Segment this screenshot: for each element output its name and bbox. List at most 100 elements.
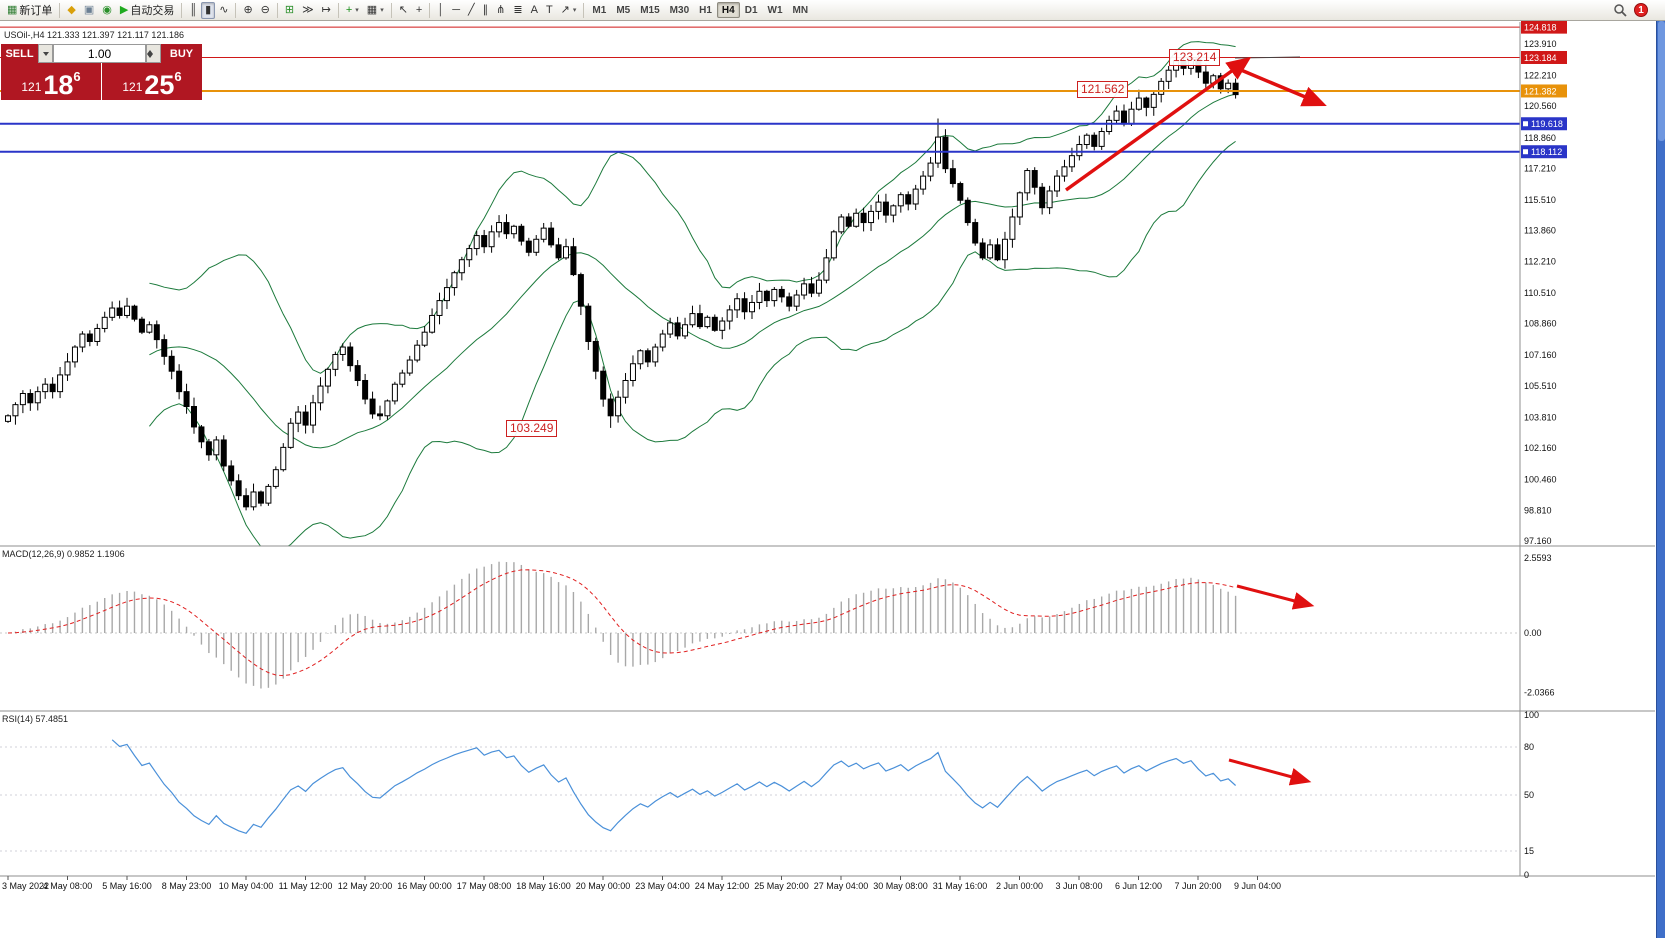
timeframe-w1[interactable]: W1 (767, 4, 783, 16)
sell-options-dropdown[interactable] (38, 44, 53, 63)
text-icon: A (530, 3, 538, 16)
timeframe-h1[interactable]: H1 (699, 4, 712, 16)
buy-price-main: 25 (144, 70, 175, 101)
toolbar-separator (235, 2, 237, 18)
svg-text:31 May 16:00: 31 May 16:00 (933, 881, 988, 891)
toolbar-separator (429, 2, 431, 18)
toolbar: ▦ 新订单 ◆ ▣ ◉ ▶ 自动交易 ║ ▮ ∿ ⊕ ⊖ ⊞ ≫ ↦ + ▾ ▦ ▾ ↖ + │ ─ ╱ ∥ ⋔ ≣ A T ↗ ▾ M1 M… (0, 0, 1665, 21)
toolbar-separator (390, 2, 392, 18)
search-icon[interactable] (1612, 2, 1628, 18)
svg-text:97.160: 97.160 (1524, 536, 1552, 546)
sell-button[interactable]: SELL (1, 44, 38, 63)
svg-text:12 May 20:00: 12 May 20:00 (338, 881, 393, 891)
svg-text:2.5593: 2.5593 (1524, 553, 1552, 563)
trendline-button[interactable]: ╱ (464, 2, 479, 19)
svg-text:113.860: 113.860 (1524, 226, 1556, 236)
price-annotation-mid[interactable]: 121.562 (1077, 81, 1129, 98)
vertical-scrollbar[interactable] (1656, 21, 1665, 938)
pitchfork-button[interactable]: ⋔ (492, 2, 509, 19)
caret-down-icon: ▾ (572, 7, 577, 14)
label-button[interactable]: T (542, 2, 557, 19)
axis-layer: 123.910 122.210 120.560 118.860 117.210 115.5… (0, 20, 1655, 891)
horizontal-line-button[interactable]: ─ (448, 2, 464, 19)
cursor-button[interactable]: ↖ (395, 2, 412, 19)
timeframe-mn[interactable]: MN (792, 4, 809, 16)
text-button[interactable]: A (527, 2, 542, 19)
buy-price-button[interactable]: 121 25 6 (102, 63, 202, 100)
svg-text:123.910: 123.910 (1524, 39, 1557, 49)
templates-button[interactable]: ▦ ▾ (363, 2, 388, 19)
templates-icon: ▦ (366, 3, 378, 16)
scrollbar-thumb[interactable] (1658, 21, 1665, 141)
svg-text:6 Jun 12:00: 6 Jun 12:00 (1115, 881, 1162, 891)
price-annotation-low[interactable]: 103.249 (506, 420, 558, 437)
one-click-trading-panel: SELL BUY 121 18 6 121 25 6 (1, 44, 202, 100)
indicators-button[interactable]: + ▾ (342, 2, 363, 19)
candlestick-chart-button[interactable]: ▮ (201, 1, 216, 19)
svg-text:16 May 00:00: 16 May 00:00 (397, 881, 452, 891)
svg-text:120.560: 120.560 (1524, 101, 1557, 111)
svg-text:105.510: 105.510 (1524, 381, 1557, 391)
zoom-out-icon: ⊖ (260, 3, 270, 16)
auto-trading-button[interactable]: ▶ 自动交易 (116, 2, 178, 19)
timeframe-m15[interactable]: M15 (640, 4, 660, 16)
new-order-icon: ▦ (7, 3, 18, 16)
new-order-button[interactable]: ▦ 新订单 (3, 2, 56, 19)
toolbar-tools: ▦ 新订单 ◆ ▣ ◉ ▶ 自动交易 ║ ▮ ∿ ⊕ ⊖ ⊞ ≫ ↦ + ▾ ▦ ▾ ↖ + │ ─ ╱ ∥ ⋔ ≣ A T ↗ ▾ (3, 1, 587, 19)
codebase-button[interactable]: ▣ (80, 2, 98, 19)
svg-text:112.210: 112.210 (1524, 256, 1556, 266)
caret-down-icon: ▾ (355, 7, 359, 14)
svg-text:24 May 12:00: 24 May 12:00 (695, 881, 750, 891)
chart-shift-button[interactable]: ↦ (318, 2, 335, 19)
arrows-button[interactable]: ↗ ▾ (557, 2, 581, 19)
candlestick-chart-icon: ▮ (205, 3, 212, 16)
tile-windows-button[interactable]: ⊞ (281, 2, 298, 19)
timeframe-m1[interactable]: M1 (592, 4, 607, 16)
svg-text:23 May 04:00: 23 May 04:00 (635, 881, 690, 891)
auto-trading-button-label: 自动交易 (130, 5, 175, 17)
horizontal-line-icon: ─ (452, 3, 461, 16)
notification-badge[interactable]: 1 (1634, 3, 1648, 17)
bar-chart-icon: ║ (189, 3, 198, 16)
fibonacci-button[interactable]: ≣ (509, 2, 526, 19)
timeframe-m5[interactable]: M5 (616, 4, 631, 16)
trendline-icon: ╱ (468, 3, 475, 16)
timeframe-d1[interactable]: D1 (744, 4, 758, 16)
community-button[interactable]: ◉ (98, 2, 116, 19)
svg-text:8 May 23:00: 8 May 23:00 (162, 881, 212, 891)
line-chart-button[interactable]: ∿ (215, 2, 232, 19)
bar-chart-button[interactable]: ║ (185, 2, 201, 19)
volume-input[interactable] (53, 44, 146, 63)
buy-button[interactable]: BUY (161, 44, 202, 63)
auto-scroll-button[interactable]: ≫ (298, 2, 318, 19)
svg-text:3 Jun 08:00: 3 Jun 08:00 (1055, 881, 1102, 891)
volume-stepper[interactable] (146, 44, 161, 63)
sell-price-button[interactable]: 121 18 6 (1, 63, 101, 100)
price-annotation-peak[interactable]: 123.214 (1169, 49, 1221, 66)
market-button[interactable]: ◆ (63, 2, 79, 19)
svg-text:20 May 00:00: 20 May 00:00 (576, 881, 631, 891)
vertical-line-button[interactable]: │ (433, 2, 448, 19)
timeframe-m30[interactable]: M30 (669, 4, 690, 16)
svg-text:98.810: 98.810 (1524, 505, 1552, 515)
crosshair-button[interactable]: + (412, 2, 426, 19)
pitchfork-icon: ⋔ (496, 3, 506, 16)
zoom-out-button[interactable]: ⊖ (257, 2, 274, 19)
cursor-icon: ↖ (398, 3, 408, 16)
svg-text:5 May 16:00: 5 May 16:00 (102, 881, 152, 891)
svg-text:100.460: 100.460 (1524, 475, 1557, 485)
chart-shift-icon: ↦ (321, 3, 331, 16)
timeframe-h4[interactable]: H4 (716, 2, 740, 18)
fibonacci-icon: ≣ (513, 3, 523, 16)
timeframe-toolbar: M1 M5 M15 M30 H1 H4 D1 W1 MN (587, 2, 813, 18)
symbol-ohlc-header: USOil-,H4 121.333 121.397 121.117 121.18… (4, 30, 184, 40)
svg-text:103.810: 103.810 (1524, 412, 1557, 422)
svg-text:107.160: 107.160 (1524, 350, 1557, 360)
codebase-icon: ▣ (83, 3, 95, 16)
toolbar-separator (181, 2, 183, 18)
auto-scroll-icon: ≫ (302, 3, 314, 16)
channel-button[interactable]: ∥ (479, 2, 493, 19)
svg-text:4 May 08:00: 4 May 08:00 (43, 881, 93, 891)
zoom-in-button[interactable]: ⊕ (239, 2, 256, 19)
